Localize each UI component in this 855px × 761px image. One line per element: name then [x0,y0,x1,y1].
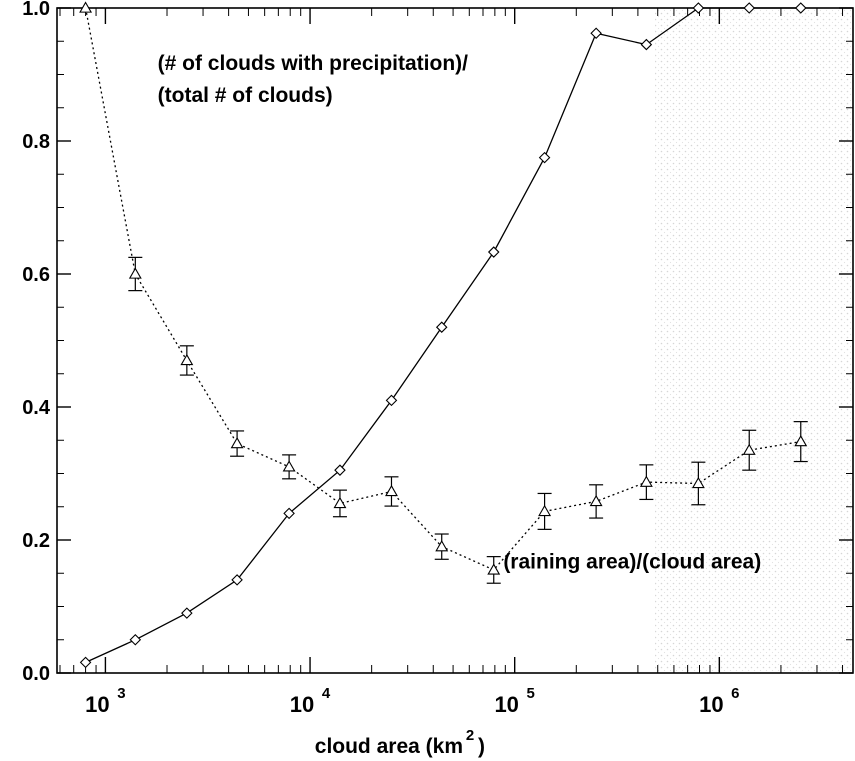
data-point-triangle [538,504,552,517]
data-point-diamond [590,27,602,40]
data-point-triangle [385,484,398,497]
data-point-diamond [181,607,193,619]
data-point-diamond [538,151,551,164]
data-point-diamond [743,2,756,14]
data-point-diamond [385,394,398,407]
data-point-diamond [692,2,705,14]
scan-stipple-background [655,8,853,673]
data-point-triangle [333,496,347,509]
annotation-1-line: (# of clouds with precipitation)/ [158,52,469,75]
data-point-triangle [180,353,194,366]
y-tick-label: 0.4 [22,397,51,419]
data-point-triangle [487,563,501,575]
x-tick-label: 10 [494,692,518,717]
x-axis-label: cloud area (km [315,735,463,758]
data-point-triangle [230,436,244,449]
x-tick-label: 10 [699,692,723,717]
x-tick-label-exponent: 6 [731,685,739,702]
x-tick-label: 10 [290,692,314,717]
data-point-diamond [334,464,346,476]
data-point-diamond [794,2,807,14]
data-point-diamond [283,507,295,520]
y-tick-label: 1.0 [22,0,50,20]
y-tick-label: 0.0 [22,663,50,685]
x-tick-label-exponent: 5 [527,685,535,702]
data-point-triangle [794,434,808,447]
data-point-triangle [79,1,93,13]
y-tick-label: 0.2 [22,530,50,552]
data-point-triangle [742,443,756,455]
data-point-diamond [79,656,92,669]
annotation-2-line: (raining area)/(cloud area) [503,551,761,574]
data-point-diamond [487,246,500,258]
plot-labels: 0.0 0.2 0.4 0.6 0.8 1.0 10 3 10 4 10 5 10 6 cloud area… [22,0,761,758]
x-axis-label-superscript: 2 [466,727,474,744]
data-point-diamond [129,633,142,646]
x-tick-label-exponent: 3 [117,685,125,702]
annotation-1-line: (total # of clouds) [158,84,333,107]
data-point-triangle [435,540,449,552]
y-tick-label: 0.6 [22,264,50,286]
plot-series [79,1,808,669]
plot-axes [56,7,854,674]
x-axis-label-suffix: ) [478,735,485,758]
data-point-diamond [640,38,653,51]
data-point-diamond [231,574,243,586]
data-point-triangle [282,460,296,472]
y-tick-label: 0.8 [22,131,50,153]
data-point-triangle [691,476,705,489]
data-point-triangle [128,267,142,279]
data-point-triangle [639,475,653,487]
x-tick-label: 10 [85,692,109,717]
data-point-triangle [589,494,603,507]
x-tick-label-exponent: 4 [322,685,331,702]
data-point-diamond [435,321,448,333]
